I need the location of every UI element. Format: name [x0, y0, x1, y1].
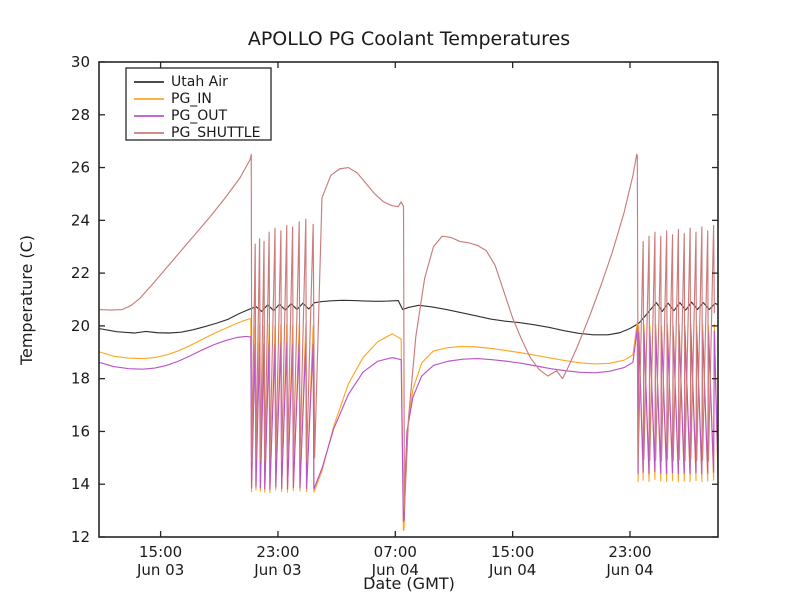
legend-background — [125, 67, 272, 141]
x-tick-label-time: 15:00 — [139, 543, 182, 561]
legend-label-pg-in[interactable]: PG_IN — [171, 91, 212, 107]
series-layer — [99, 153, 718, 531]
legend-label-pg-shuttle[interactable]: PG_SHUTTLE — [171, 125, 260, 141]
y-tick-label: 24 — [71, 211, 90, 229]
x-tick-label-date: Jun 03 — [136, 561, 184, 579]
series-line-utah air — [99, 299, 718, 336]
legend-label-utah air[interactable]: Utah Air — [171, 74, 228, 90]
x-axis-title: Date (GMT) — [363, 574, 455, 593]
y-tick-label: 26 — [71, 159, 90, 177]
y-tick-label: 12 — [71, 528, 90, 546]
x-tick-label-date: Jun 03 — [253, 561, 301, 579]
plot-area-background — [99, 62, 718, 537]
x-tick-label-time: 15:00 — [491, 543, 534, 561]
y-tick-label: 22 — [71, 264, 90, 282]
x-tick-label-time: 23:00 — [256, 543, 299, 561]
x-tick-label-date: Jun 04 — [488, 561, 536, 579]
y-axis-title: Temperature (C) — [17, 235, 36, 366]
chart-title: APOLLO PG Coolant Temperatures — [248, 28, 570, 50]
legend-label-pg-out[interactable]: PG_OUT — [171, 108, 228, 124]
y-tick-label: 14 — [71, 475, 90, 493]
y-tick-label: 16 — [71, 422, 90, 440]
x-tick-label-date: Jun 04 — [605, 561, 653, 579]
y-tick-label: 28 — [71, 106, 90, 124]
y-tick-label: 18 — [71, 370, 90, 388]
plot-frame — [98, 61, 719, 538]
series-line-pg-shuttle — [99, 153, 715, 512]
y-tick-label: 30 — [71, 53, 90, 71]
y-axis-ticks: 12 14 16 18 20 22 24 26 28 30 — [71, 53, 718, 546]
x-tick-label-time: 23:00 — [608, 543, 651, 561]
x-tick-label-time: 07:00 — [374, 543, 417, 561]
x-tick-label-date: Jun 04 — [371, 561, 419, 579]
y-tick-label: 20 — [71, 317, 90, 335]
